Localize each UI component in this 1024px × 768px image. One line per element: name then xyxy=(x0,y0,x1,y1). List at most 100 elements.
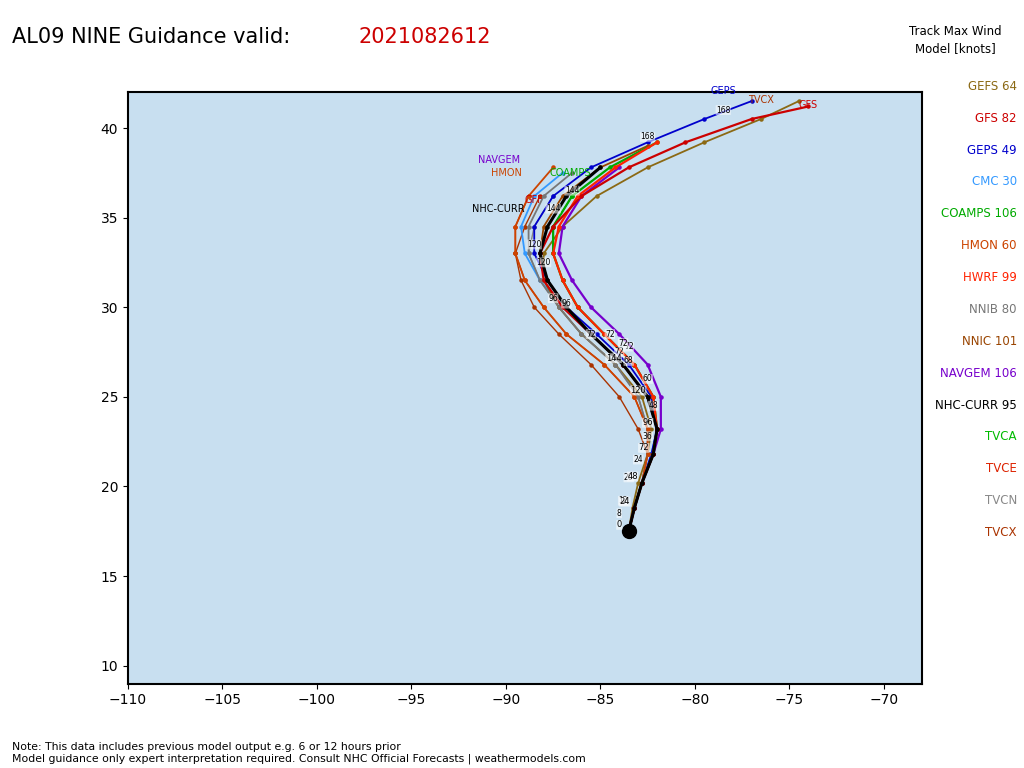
Point xyxy=(507,247,523,260)
Point xyxy=(649,423,666,435)
Point xyxy=(634,477,650,489)
Point xyxy=(639,423,655,435)
Text: 36: 36 xyxy=(643,432,652,441)
Point xyxy=(627,502,643,514)
Point xyxy=(583,301,599,313)
Point xyxy=(607,359,624,371)
Point xyxy=(573,328,590,340)
Point xyxy=(614,359,631,371)
Point xyxy=(634,477,650,489)
Point xyxy=(639,391,655,403)
Text: 48: 48 xyxy=(648,401,658,410)
Point xyxy=(564,190,581,202)
Point xyxy=(621,525,637,538)
Point xyxy=(649,423,666,435)
Point xyxy=(536,190,552,202)
Point xyxy=(791,95,807,108)
Text: COAMPS 106: COAMPS 106 xyxy=(941,207,1017,220)
Point xyxy=(639,140,655,152)
Text: 120: 120 xyxy=(537,258,551,267)
Point xyxy=(630,391,646,403)
Point xyxy=(677,136,693,148)
Point xyxy=(645,448,662,460)
Point xyxy=(554,167,570,179)
Text: TVCN: TVCN xyxy=(985,495,1017,507)
Point xyxy=(649,423,666,435)
Text: HMON: HMON xyxy=(490,167,521,178)
Text: TVCE: TVCE xyxy=(986,462,1017,475)
Point xyxy=(634,477,650,489)
Point xyxy=(526,190,543,202)
Point xyxy=(621,525,637,538)
Point xyxy=(652,423,669,435)
Text: 144: 144 xyxy=(565,186,580,195)
Text: GFS 82: GFS 82 xyxy=(975,111,1017,124)
Point xyxy=(507,247,523,260)
Point xyxy=(630,477,646,489)
Point xyxy=(536,274,552,286)
Point xyxy=(607,161,624,174)
Point xyxy=(634,477,650,489)
Point xyxy=(634,477,650,489)
Point xyxy=(621,525,637,538)
Point xyxy=(569,301,586,313)
Text: 24: 24 xyxy=(620,497,630,506)
Point xyxy=(545,220,561,233)
Text: TVCX: TVCX xyxy=(985,526,1017,539)
Point xyxy=(520,220,537,233)
Point xyxy=(621,525,637,538)
Point xyxy=(627,502,643,514)
Point xyxy=(545,247,561,260)
Point xyxy=(526,220,543,233)
Point xyxy=(614,359,631,371)
Point xyxy=(554,190,570,202)
Point xyxy=(596,359,612,371)
Point xyxy=(627,502,643,514)
Point xyxy=(611,328,628,340)
Point xyxy=(639,448,655,460)
Point xyxy=(639,448,655,460)
Point xyxy=(554,220,570,233)
Text: 0: 0 xyxy=(616,521,622,529)
Text: 144: 144 xyxy=(546,204,560,214)
Point xyxy=(558,301,574,313)
Point xyxy=(649,423,666,435)
Text: 8: 8 xyxy=(616,508,622,518)
Point xyxy=(569,190,586,202)
Point xyxy=(554,274,570,286)
Point xyxy=(645,448,662,460)
Text: 48: 48 xyxy=(627,472,638,481)
Point xyxy=(583,359,599,371)
Point xyxy=(531,190,548,202)
Text: 72: 72 xyxy=(586,329,596,339)
Point xyxy=(743,95,760,108)
Point xyxy=(596,328,612,340)
Point xyxy=(627,502,643,514)
Text: 72: 72 xyxy=(605,329,614,339)
Text: 96: 96 xyxy=(561,299,571,308)
Point xyxy=(516,274,532,286)
Point xyxy=(621,525,637,538)
Point xyxy=(551,301,567,313)
Text: HMON 60: HMON 60 xyxy=(962,240,1017,252)
Point xyxy=(621,525,637,538)
Point xyxy=(627,359,643,371)
Point xyxy=(516,274,532,286)
Point xyxy=(558,301,574,313)
Text: 72: 72 xyxy=(618,339,628,348)
Point xyxy=(516,220,532,233)
Point xyxy=(596,328,612,340)
Point xyxy=(545,247,561,260)
Point xyxy=(536,274,552,286)
Point xyxy=(753,113,769,125)
Point xyxy=(573,328,590,340)
Point xyxy=(516,247,532,260)
Text: GFF: GFF xyxy=(525,194,544,205)
Text: 120: 120 xyxy=(527,240,542,249)
Point xyxy=(526,301,543,313)
Point xyxy=(634,477,650,489)
Point xyxy=(625,502,641,514)
Point xyxy=(630,391,646,403)
Point xyxy=(645,448,662,460)
Text: AL09 NINE Guidance valid:: AL09 NINE Guidance valid: xyxy=(12,27,297,47)
